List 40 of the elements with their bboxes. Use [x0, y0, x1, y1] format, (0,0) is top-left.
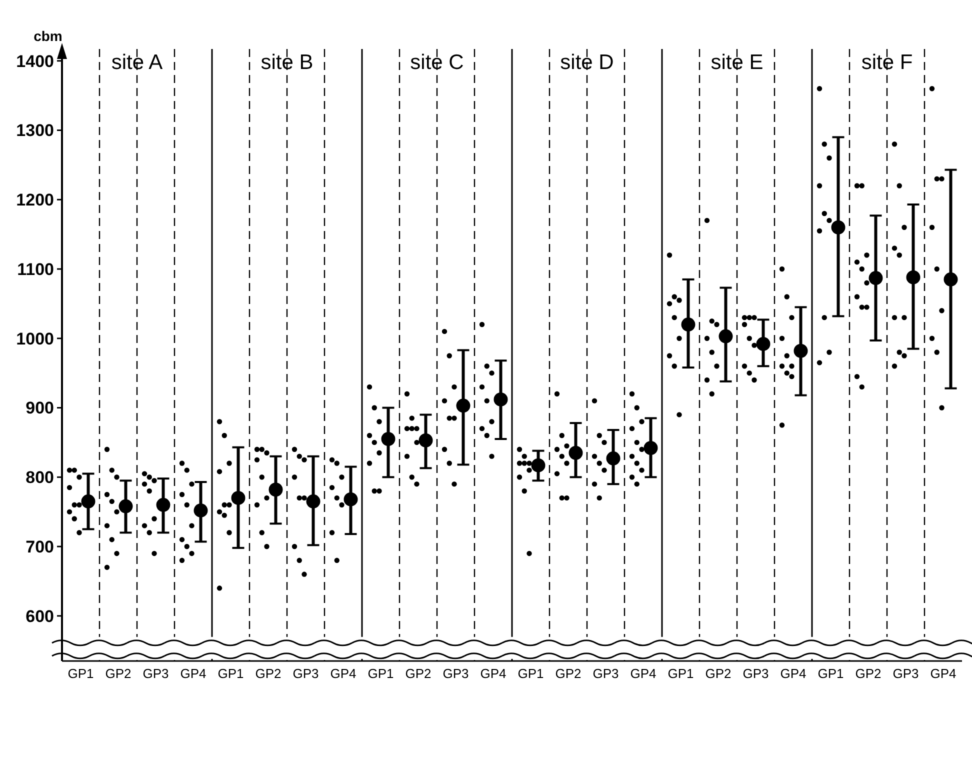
x-tick-label: GP4: [930, 666, 956, 681]
annotation: site F: [861, 51, 913, 74]
x-tick-label: GP3: [742, 666, 769, 681]
x-tick-label: GP2: [255, 666, 282, 681]
x-tick-label: GP2: [855, 666, 882, 681]
x-tick-label: GP1: [368, 666, 394, 681]
x-tick-label: GP3: [592, 666, 619, 681]
x-tick-label: GP4: [330, 666, 356, 681]
annotation: site B: [260, 51, 314, 74]
x-tick-label: GP3: [892, 666, 919, 681]
y-tick-label: 600: [26, 606, 54, 626]
y-tick-label: 1300: [16, 121, 54, 140]
x-tick-label: GP4: [780, 666, 806, 681]
x-tick-label: GP4: [180, 666, 206, 681]
x-tick-label: GP2: [405, 666, 432, 681]
y-tick-label: 1000: [16, 329, 54, 348]
y-tick-label: 900: [26, 398, 54, 418]
y-tick-label: 700: [26, 537, 54, 556]
x-tick-label: GP4: [630, 666, 656, 681]
y-tick-label: 1400: [16, 52, 54, 71]
x-tick-label: GP4: [480, 666, 506, 681]
x-tick-label: GP1: [818, 666, 844, 681]
x-tick-label: GP1: [218, 666, 244, 681]
x-tick-label: GP1: [518, 666, 544, 681]
annotation: site A: [111, 51, 163, 74]
x-tick-label: GP2: [555, 666, 582, 681]
x-tick-label: GP2: [705, 666, 732, 681]
x-tick-label: GP3: [142, 666, 169, 681]
x-tick-label: GP1: [68, 666, 94, 681]
annotation: site E: [710, 51, 764, 74]
y-tick-label: 1100: [17, 260, 54, 279]
x-tick-label: GP1: [668, 666, 694, 681]
y-tick-label: 800: [26, 468, 54, 488]
x-tick-label: GP2: [105, 666, 132, 681]
annotation: site D: [560, 51, 614, 74]
annotation: site C: [410, 51, 464, 74]
x-tick-label: GP3: [442, 666, 469, 681]
y-tick-label: 1200: [16, 190, 54, 210]
x-tick-label: GP3: [292, 666, 319, 681]
y-axis-title: cbm: [34, 28, 62, 44]
